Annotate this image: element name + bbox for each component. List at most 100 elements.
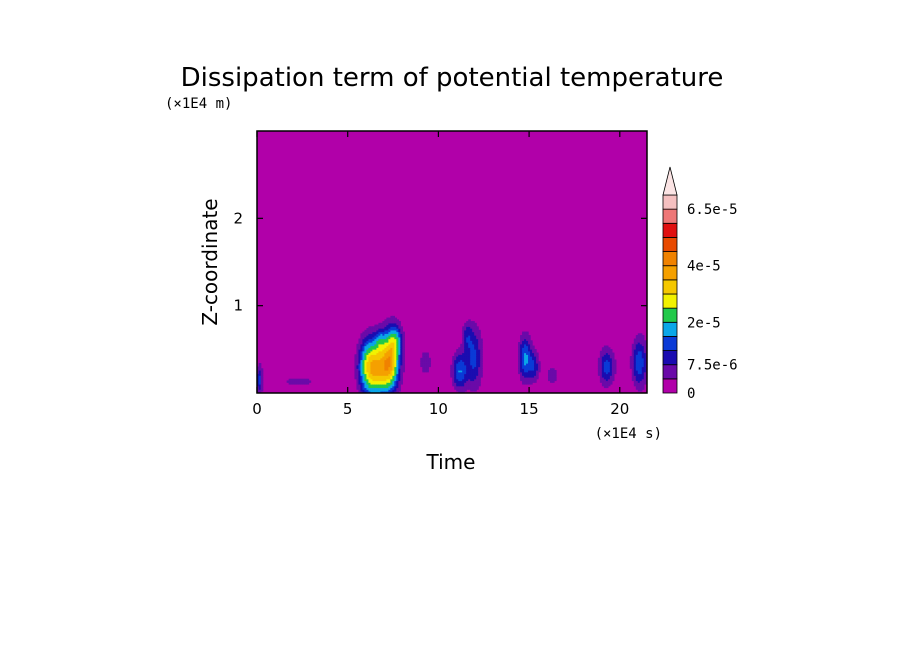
heatmap-cell — [384, 336, 387, 340]
heatmap-cell — [607, 349, 611, 352]
heatmap-cell — [474, 340, 477, 343]
heatmap-cell — [462, 357, 465, 361]
heatmap-cell — [390, 340, 393, 343]
heatmap-cell — [398, 336, 401, 340]
heatmap-cell — [398, 361, 401, 364]
heatmap-cell — [366, 363, 370, 366]
heatmap-cell — [454, 380, 457, 383]
heatmap-cell — [478, 338, 481, 341]
heatmap-cell — [468, 387, 471, 390]
heatmap-cell — [462, 326, 465, 329]
heatmap-cell — [452, 369, 455, 373]
heatmap-cell — [382, 335, 385, 338]
heatmap-cell — [599, 369, 603, 373]
heatmap-cell — [372, 333, 376, 336]
heatmap-cell — [524, 380, 527, 383]
heatmap-cell — [470, 368, 473, 371]
heatmap-cell — [643, 378, 647, 382]
y-unit-label: (×1E4 m) — [165, 96, 232, 112]
heatmap-cell — [382, 322, 385, 326]
heatmap-cell — [354, 357, 358, 361]
heatmap-cell — [639, 338, 643, 341]
heatmap-cell — [384, 338, 387, 341]
heatmap-cell — [466, 359, 469, 362]
heatmap-cell — [605, 350, 609, 354]
heatmap-cell — [532, 347, 535, 350]
heatmap-cell — [384, 369, 387, 373]
heatmap-cell — [458, 390, 461, 393]
heatmap-cell — [528, 364, 531, 368]
heatmap-cell — [460, 389, 463, 392]
heatmap-cell — [637, 378, 641, 382]
heatmap-cell — [637, 383, 641, 387]
heatmap-cell — [536, 357, 539, 361]
heatmap-cell — [358, 359, 362, 362]
heatmap-cell — [376, 329, 380, 333]
heatmap-cell — [382, 368, 385, 371]
heatmap-cell — [384, 349, 387, 352]
heatmap-cell — [472, 340, 475, 343]
heatmap-cell — [257, 385, 260, 389]
heatmap-cell — [639, 336, 643, 340]
heatmap-cell — [374, 390, 378, 393]
heatmap-cell — [394, 342, 397, 345]
heatmap-cell — [384, 368, 387, 371]
heatmap-cell — [552, 369, 555, 373]
heatmap-cell — [386, 329, 389, 333]
heatmap-cell — [384, 363, 387, 366]
heatmap-cell — [396, 335, 399, 338]
heatmap-cell — [376, 342, 380, 345]
heatmap-cell — [466, 373, 469, 376]
heatmap-cell — [550, 380, 553, 383]
heatmap-cell — [478, 359, 481, 362]
heatmap-cell — [362, 363, 366, 366]
heatmap-cell — [358, 364, 362, 368]
heatmap-cell — [394, 382, 397, 385]
heatmap-cell — [378, 326, 382, 329]
heatmap-cell — [631, 373, 635, 376]
heatmap-cell — [464, 357, 467, 361]
heatmap-cell — [643, 343, 647, 347]
heatmap-cell — [364, 357, 368, 361]
heatmap-cell — [364, 356, 368, 359]
heatmap-cell — [422, 366, 425, 369]
heatmap-cell — [526, 356, 529, 359]
heatmap-cell — [464, 387, 467, 390]
heatmap-cell — [388, 336, 391, 340]
heatmap-cell — [370, 333, 374, 336]
heatmap-cell — [641, 383, 645, 387]
heatmap-cell — [366, 390, 370, 393]
heatmap-cell — [366, 343, 370, 347]
heatmap-cell — [607, 382, 611, 385]
heatmap-cell — [478, 356, 481, 359]
heatmap-cell — [520, 352, 523, 355]
heatmap-cell — [474, 357, 477, 361]
heatmap-cell — [609, 366, 613, 369]
heatmap-cell — [478, 345, 481, 348]
heatmap-cell — [613, 368, 617, 371]
heatmap-cell — [392, 322, 395, 326]
heatmap-cell — [466, 352, 469, 355]
heatmap-cell — [360, 333, 364, 336]
heatmap-cell — [388, 359, 391, 362]
heatmap-cell — [394, 343, 397, 347]
heatmap-cell — [633, 371, 637, 375]
heatmap-cell — [637, 389, 641, 392]
heatmap-cell — [633, 361, 637, 364]
heatmap-cell — [372, 378, 376, 382]
heatmap-cell — [356, 354, 360, 357]
heatmap-cell — [639, 343, 643, 347]
heatmap-cell — [536, 369, 539, 373]
heatmap-cell — [390, 376, 393, 380]
heatmap-cell — [474, 350, 477, 354]
heatmap-cell — [390, 343, 393, 347]
heatmap-cell — [368, 352, 372, 355]
heatmap-cell — [466, 383, 469, 387]
heatmap-cell — [462, 336, 465, 340]
heatmap-cell — [518, 349, 521, 352]
heatmap-cell — [639, 383, 643, 387]
heatmap-cell — [603, 376, 607, 380]
heatmap-cell — [388, 326, 391, 329]
heatmap-cell — [258, 368, 262, 371]
heatmap-cell — [534, 380, 537, 383]
